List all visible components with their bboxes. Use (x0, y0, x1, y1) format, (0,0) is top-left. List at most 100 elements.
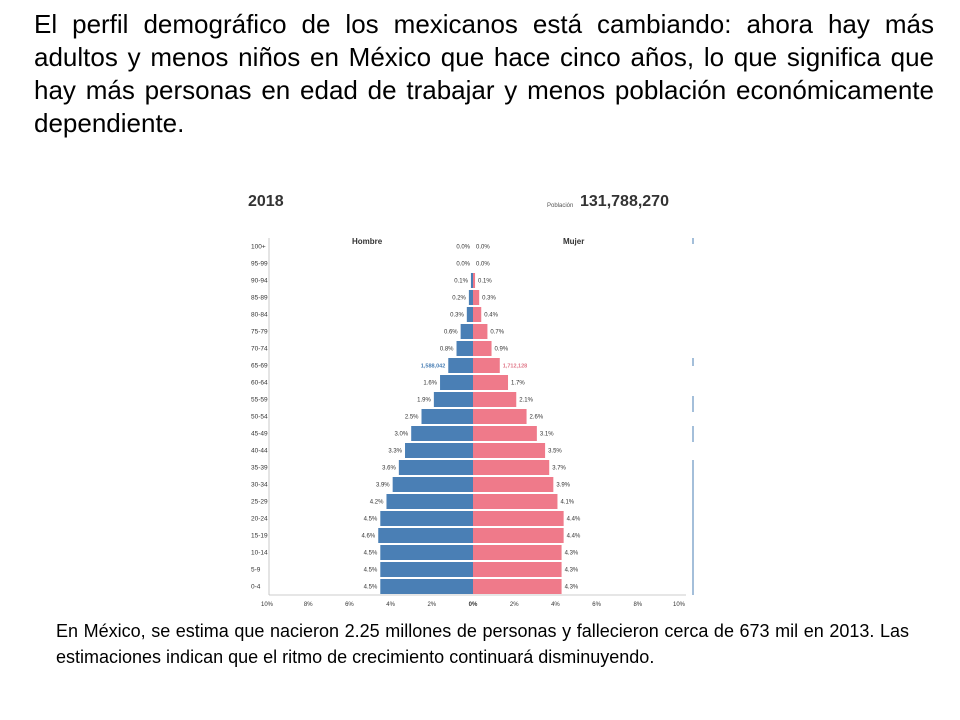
x-tick-0: 10% (261, 602, 274, 608)
age-label-0-4: 0-4 (251, 584, 261, 591)
headline-text: El perfil demográfico de los mexicanos e… (34, 9, 934, 138)
bar-female-20-24 (473, 511, 564, 526)
value-label-female-95-99: 0.0% (476, 262, 490, 268)
bar-male-55-59 (433, 392, 473, 407)
age-label-10-14: 10-14 (251, 550, 268, 557)
value-label-female-40-44: 3.5% (548, 449, 562, 455)
value-label-female-50-54: 2.6% (530, 415, 544, 421)
bar-male-30-34 (392, 477, 473, 492)
value-label-male-35-39: 3.6% (382, 466, 396, 472)
bar-female-60-64 (473, 375, 509, 390)
value-label-male-60-64: 1.6% (423, 381, 437, 387)
age-label-85-89: 85-89 (251, 295, 268, 302)
bar-female-50-54 (473, 409, 527, 424)
value-label-female-25-29: 4.1% (560, 500, 574, 506)
bar-female-75-79 (473, 324, 488, 339)
value-label-female-70-74: 0.9% (495, 347, 509, 353)
age-label-30-34: 30-34 (251, 482, 268, 489)
value-label-female-100+: 0.0% (476, 245, 490, 251)
age-label-35-39: 35-39 (251, 465, 268, 472)
population-value: 131,788,270 (580, 193, 669, 210)
bar-female-70-74 (473, 341, 492, 356)
value-label-male-55-59: 1.9% (417, 398, 431, 404)
bar-male-65-69 (448, 358, 473, 373)
x-tick-6: 2% (510, 602, 519, 608)
bar-male-5-9 (380, 562, 473, 577)
x-tick-7: 4% (551, 602, 560, 608)
value-label-female-5-9: 4.3% (565, 568, 579, 574)
bar-male-15-19 (378, 528, 473, 543)
bar-female-15-19 (473, 528, 564, 543)
value-label-female-10-14: 4.3% (565, 551, 579, 557)
bar-female-5-9 (473, 562, 562, 577)
bar-female-80-84 (473, 307, 482, 322)
caption-text: En México, se estima que nacieron 2.25 m… (56, 621, 909, 667)
legend-male: Hombre (352, 237, 383, 246)
value-label-male-100+: 0.0% (456, 245, 470, 251)
bar-female-55-59 (473, 392, 517, 407)
bar-male-35-39 (398, 460, 473, 475)
bar-female-85-89 (473, 290, 480, 305)
bar-female-90-94 (473, 273, 476, 288)
value-label-male-45-49: 3.0% (395, 432, 409, 438)
value-label-female-0-4: 4.3% (565, 585, 579, 591)
bar-male-10-14 (380, 545, 473, 560)
bar-female-30-34 (473, 477, 554, 492)
value-label-male-80-84: 0.3% (450, 313, 464, 319)
value-label-female-30-34: 3.9% (556, 483, 570, 489)
bar-male-90-94 (470, 273, 473, 288)
value-label-male-5-9: 4.5% (364, 568, 378, 574)
age-label-55-59: 55-59 (251, 397, 268, 404)
bar-female-65-69 (473, 358, 500, 373)
age-label-45-49: 45-49 (251, 431, 268, 438)
value-label-male-15-19: 4.6% (362, 534, 376, 540)
bar-male-50-54 (421, 409, 473, 424)
value-label-female-80-84: 0.4% (484, 313, 498, 319)
bar-female-35-39 (473, 460, 550, 475)
value-label-male-30-34: 3.9% (376, 483, 390, 489)
value-label-male-50-54: 2.5% (405, 415, 419, 421)
value-label-male-10-14: 4.5% (364, 551, 378, 557)
legend-female: Mujer (563, 237, 584, 246)
x-tick-3: 4% (386, 602, 395, 608)
x-ticks-group: 10% 8% 6% 4% 2% 0% 2% 4% 6% 8% 10% (261, 602, 686, 608)
bar-female-25-29 (473, 494, 558, 509)
age-label-5-9: 5-9 (251, 567, 261, 574)
age-label-95-99: 95-99 (251, 261, 268, 268)
x-tick-4: 2% (427, 602, 436, 608)
value-label-male-65-69: 1,588,042 (421, 364, 445, 370)
age-label-25-29: 25-29 (251, 499, 268, 506)
x-tick-10: 10% (673, 602, 686, 608)
value-label-male-25-29: 4.2% (370, 500, 384, 506)
value-label-female-75-79: 0.7% (490, 330, 504, 336)
value-label-female-85-89: 0.3% (482, 296, 496, 302)
age-label-90-94: 90-94 (251, 278, 268, 285)
value-label-male-70-74: 0.8% (440, 347, 454, 353)
value-label-female-45-49: 3.1% (540, 432, 554, 438)
bar-female-40-44 (473, 443, 546, 458)
bar-male-20-24 (380, 511, 473, 526)
population-label: Población (547, 203, 573, 209)
age-labels-group: 0-4 5-9 10-14 15-19 20-24 25-29 30-34 35-39 40-4… (251, 244, 268, 591)
value-label-male-40-44: 3.3% (388, 449, 402, 455)
age-label-65-69: 65-69 (251, 363, 268, 370)
population-pyramid-chart: 2018 Población 131,788,270 Hombre Mujer … (248, 193, 694, 608)
age-label-80-84: 80-84 (251, 312, 268, 319)
bar-male-80-84 (466, 307, 473, 322)
value-label-male-75-79: 0.6% (444, 330, 458, 336)
bar-male-70-74 (456, 341, 473, 356)
value-label-male-95-99: 0.0% (456, 262, 470, 268)
value-label-female-20-24: 4.4% (567, 517, 581, 523)
value-label-female-15-19: 4.4% (567, 534, 581, 540)
value-label-male-85-89: 0.2% (452, 296, 466, 302)
bar-male-25-29 (386, 494, 473, 509)
chart-title: 2018 (248, 193, 284, 210)
age-label-15-19: 15-19 (251, 533, 268, 540)
age-label-100+: 100+ (251, 244, 266, 251)
bar-male-85-89 (468, 290, 473, 305)
x-tick-5: 0% (469, 602, 478, 608)
age-label-40-44: 40-44 (251, 448, 268, 455)
bar-male-0-4 (380, 579, 473, 594)
age-label-60-64: 60-64 (251, 380, 268, 387)
x-tick-8: 6% (592, 602, 601, 608)
